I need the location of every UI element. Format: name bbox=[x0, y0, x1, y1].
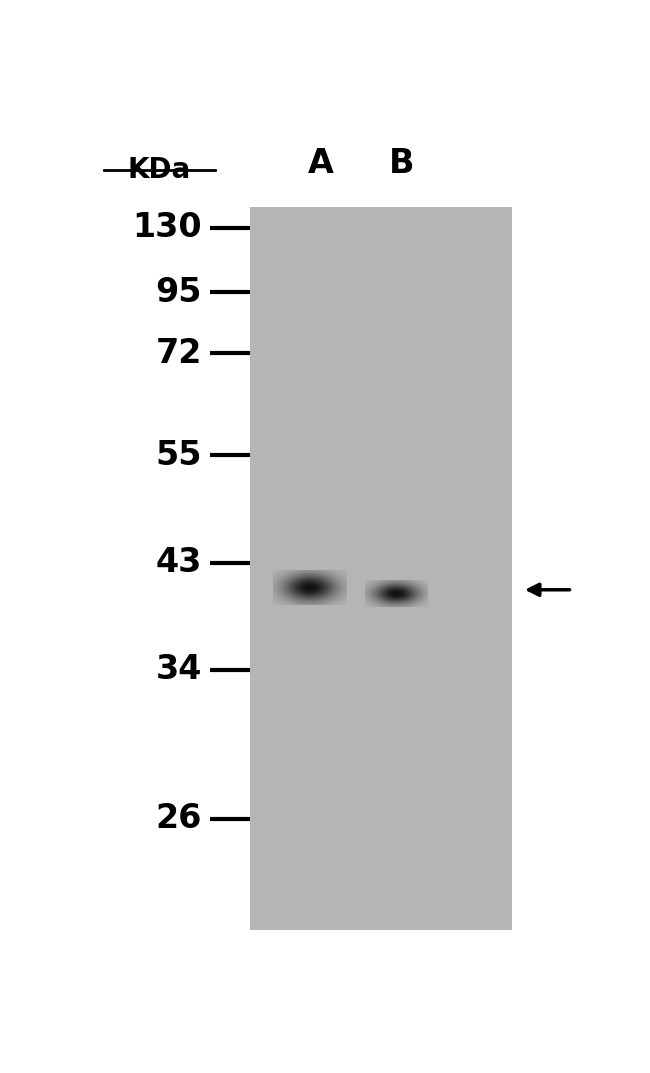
Text: 43: 43 bbox=[156, 546, 202, 579]
Bar bbox=[250, 207, 512, 930]
Text: 95: 95 bbox=[155, 276, 202, 309]
Text: A: A bbox=[307, 147, 333, 180]
Text: B: B bbox=[389, 147, 414, 180]
Text: 130: 130 bbox=[133, 211, 202, 245]
Text: KDa: KDa bbox=[127, 156, 191, 185]
Text: 34: 34 bbox=[156, 653, 202, 687]
Text: 55: 55 bbox=[155, 439, 202, 472]
Text: 26: 26 bbox=[156, 803, 202, 835]
Text: 72: 72 bbox=[156, 337, 202, 370]
